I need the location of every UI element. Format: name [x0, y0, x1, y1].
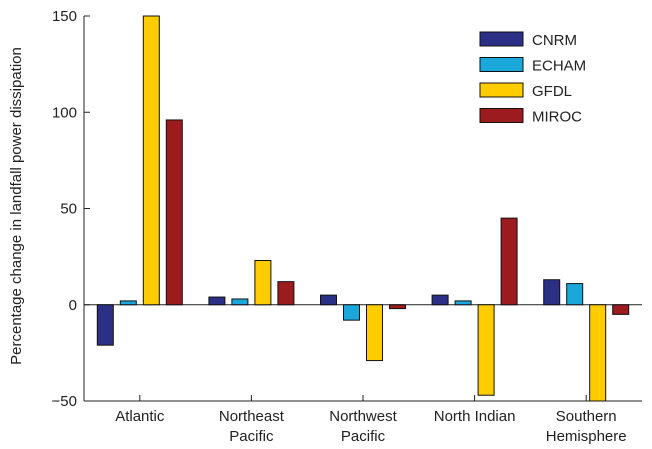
bar-gfdl-2	[366, 304, 383, 362]
y-tick-label: 150	[52, 8, 77, 25]
legend-label-echam: ECHAM	[532, 58, 586, 75]
legend-label-miroc: MIROC	[532, 109, 582, 126]
legend-swatch-echam	[479, 57, 524, 72]
bar-echam-3	[454, 300, 472, 306]
x-tick-label-line: Southern	[556, 408, 617, 425]
bar-miroc-3	[500, 217, 518, 306]
bar-echam-1	[231, 298, 249, 306]
legend-swatch-miroc	[479, 108, 524, 123]
y-axis: −50 0 50 100 150	[52, 8, 90, 410]
bar-cnrm-2	[320, 294, 337, 306]
bar-miroc-4	[612, 304, 630, 315]
bar-gfdl-0	[142, 15, 160, 306]
bar-miroc-0	[165, 119, 183, 306]
bar-gfdl-4	[589, 304, 607, 402]
legend-label-cnrm: CNRM	[532, 32, 577, 49]
bar-cnrm-3	[431, 294, 449, 306]
x-tick-label-line: Pacific	[229, 428, 274, 445]
y-tick-label: 100	[52, 104, 77, 121]
bar-echam-4	[566, 283, 584, 306]
x-tick-label-line: North Indian	[434, 408, 516, 425]
legend-swatch-gfdl	[479, 82, 524, 98]
bar-miroc-1	[277, 281, 295, 306]
x-tick-label: Southern Hemisphere	[546, 408, 627, 445]
x-tick-label-line: Atlantic	[115, 408, 165, 425]
y-tick-label: 0	[69, 297, 77, 314]
y-axis-title: Percentage change in landfall power diss…	[8, 47, 25, 365]
x-tick-label-line: Northeast	[219, 408, 285, 425]
legend-swatch-cnrm	[479, 31, 524, 47]
bars	[96, 15, 630, 402]
x-tick-label: Northeast Pacific	[219, 408, 285, 445]
y-tick-label: 50	[60, 201, 77, 218]
x-tick-label: Atlantic	[115, 408, 165, 425]
bar-cnrm-4	[543, 279, 561, 306]
bar-echam-0	[119, 300, 137, 306]
bar-gfdl-1	[254, 259, 272, 306]
bar-gfdl-3	[477, 304, 495, 396]
x-tick-label-line: Northwest	[329, 408, 397, 425]
bar-cnrm-0	[96, 304, 114, 346]
bar-echam-2	[343, 304, 360, 321]
bar-cnrm-1	[208, 296, 226, 306]
x-axis: Atlantic Northeast Pacific Northwest Pacific…	[115, 395, 627, 445]
y-tick-label: −50	[52, 393, 77, 410]
x-tick-label-line: Hemisphere	[546, 428, 627, 445]
x-tick-label: North Indian	[434, 408, 516, 425]
legend-label-gfdl: GFDL	[532, 83, 572, 100]
bar-miroc-2	[389, 304, 406, 310]
x-tick-label-line: Pacific	[341, 428, 386, 445]
legend: CNRM ECHAM GFDL MIROC	[479, 31, 586, 126]
x-tick-label: Northwest Pacific	[329, 408, 397, 445]
